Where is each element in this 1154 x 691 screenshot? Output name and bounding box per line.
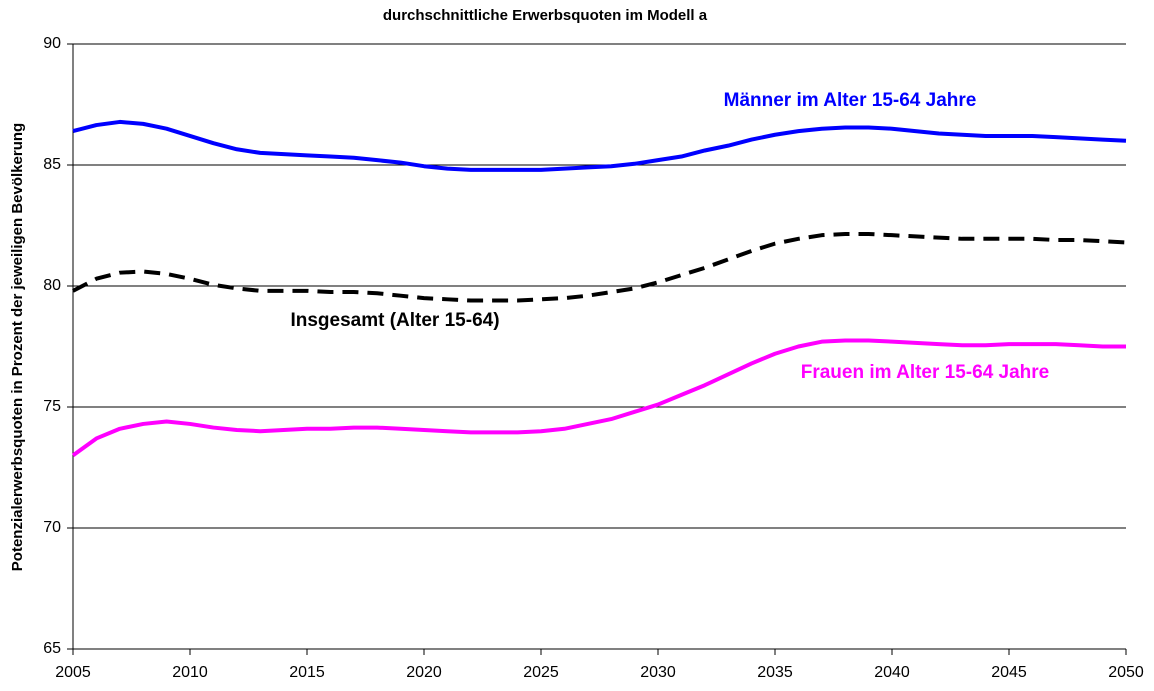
- x-tick-label: 2050: [1108, 664, 1144, 681]
- x-tick-label: 2005: [55, 664, 91, 681]
- x-tick-label: 2010: [172, 664, 208, 681]
- series-label: Frauen im Alter 15-64 Jahre: [801, 362, 1050, 383]
- x-tick-label: 2045: [991, 664, 1027, 681]
- y-tick-label: 85: [43, 156, 61, 173]
- x-tick-label: 2020: [406, 664, 442, 681]
- series-label: Insgesamt (Alter 15-64): [290, 310, 499, 331]
- series-line: [72, 119, 1127, 172]
- x-tick-label: 2030: [640, 664, 676, 681]
- x-tick-label: 2015: [289, 664, 325, 681]
- x-tick-label: 2035: [757, 664, 793, 681]
- x-tick-label: 2040: [874, 664, 910, 681]
- y-tick-label: 70: [43, 519, 61, 536]
- series-line: [72, 231, 1127, 303]
- series-label: Männer im Alter 15-64 Jahre: [724, 90, 977, 111]
- y-tick-label: 65: [43, 640, 61, 657]
- series-line: [71, 338, 1126, 458]
- y-tick-label: 80: [43, 277, 61, 294]
- chart-title: durchschnittliche Erwerbsquoten im Model…: [383, 7, 708, 24]
- y-tick-label: 90: [43, 35, 61, 52]
- y-axis-label: Potenzialerwerbsquoten in Prozent der je…: [9, 123, 26, 571]
- x-tick-label: 2025: [523, 664, 559, 681]
- y-tick-label: 75: [43, 398, 61, 415]
